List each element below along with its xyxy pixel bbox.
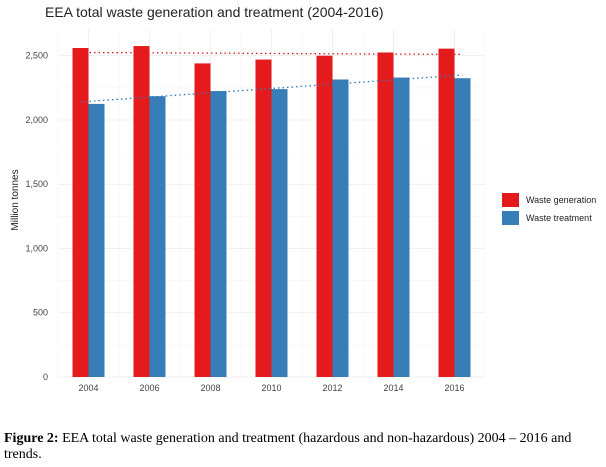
- legend-swatch: [502, 211, 519, 225]
- trendline-waste-treatment: [80, 74, 463, 103]
- y-tick-label: 2,500: [25, 51, 48, 61]
- bar-waste-treatment-2008: [210, 91, 227, 377]
- bar-waste-treatment-2016: [454, 78, 471, 377]
- trendlines: [80, 51, 463, 103]
- bar-waste-generation-2012: [316, 55, 333, 377]
- chart-title: EEA total waste generation and treatment…: [45, 4, 384, 20]
- bar-waste-treatment-2010: [271, 89, 288, 377]
- bar-waste-treatment-2014: [393, 77, 410, 377]
- bar-waste-generation-2004: [72, 47, 89, 378]
- bar-waste-treatment-2004: [88, 103, 105, 378]
- y-tick-label: 500: [33, 308, 48, 318]
- y-tick-label: 2,000: [25, 115, 48, 125]
- caption-label: Figure 2:: [4, 431, 59, 446]
- x-axis-ticks: 2004 2006 2008 2010 2012 2014 2016: [78, 383, 464, 393]
- bar-waste-generation-2010: [255, 59, 272, 377]
- y-tick-label: 1,000: [25, 243, 48, 253]
- bars: [72, 46, 471, 378]
- bar-waste-generation-2008: [194, 63, 211, 377]
- x-tick-label: 2012: [322, 383, 342, 393]
- figure-caption: Figure 2: EEA total waste generation and…: [4, 431, 602, 463]
- bar-waste-generation-2016: [438, 48, 455, 377]
- legend-label: Waste treatment: [526, 213, 592, 223]
- x-tick-label: 2014: [383, 383, 403, 393]
- legend-swatch: [502, 193, 519, 207]
- trendline-waste-generation: [80, 51, 463, 56]
- legend: Waste generation Waste treatment: [502, 193, 596, 225]
- x-tick-label: 2006: [139, 383, 159, 393]
- y-axis-label: Million tonnes: [10, 169, 21, 230]
- x-tick-label: 2008: [200, 383, 220, 393]
- x-tick-label: 2004: [78, 383, 98, 393]
- bar-waste-treatment-2006: [149, 96, 166, 377]
- bar-waste-treatment-2012: [332, 79, 349, 378]
- bar-waste-generation-2006: [133, 46, 150, 377]
- x-tick-label: 2010: [261, 383, 281, 393]
- y-axis-ticks: 0 500 1,000 1,500 2,000 2,500: [25, 51, 48, 382]
- y-tick-label: 0: [43, 372, 48, 382]
- waste-chart: EEA total waste generation and treatment…: [10, 4, 596, 393]
- x-tick-label: 2016: [444, 383, 464, 393]
- bar-waste-generation-2014: [377, 52, 394, 377]
- y-tick-label: 1,500: [25, 179, 48, 189]
- legend-label: Waste generation: [526, 195, 596, 205]
- caption-text: EEA total waste generation and treatment…: [4, 431, 572, 462]
